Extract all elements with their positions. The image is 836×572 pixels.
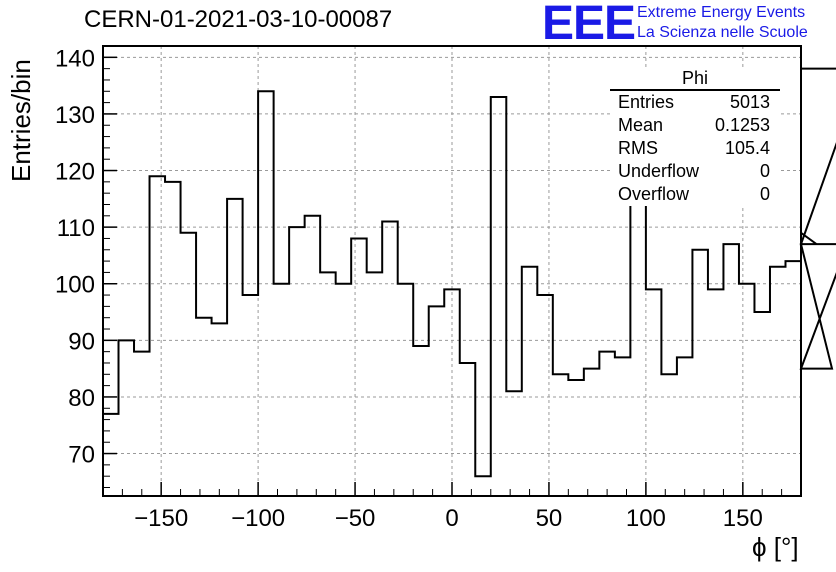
y-tick-label: 140: [55, 45, 95, 72]
stats-row: Underflow 0: [610, 160, 780, 183]
y-tick-label: 110: [57, 215, 95, 242]
stats-value: 0: [759, 161, 770, 181]
stats-value: 0: [759, 184, 770, 204]
x-axis-label: ϕ [°]: [752, 532, 799, 562]
y-tick-label: 100: [55, 272, 95, 299]
histogram-step-line: [103, 67, 836, 478]
stats-row: Entries 5013: [610, 91, 780, 114]
stats-value: 5013: [729, 92, 770, 112]
y-tick-label: 130: [55, 102, 95, 129]
y-tick-labels: 70 80 90 100 110 120 130 140: [55, 45, 95, 468]
stats-label: Overflow: [618, 184, 690, 204]
eee-logo-line2: La Scienza nelle Scuole: [637, 24, 808, 41]
chart-title: CERN-01-2021-03-10-00087: [84, 6, 393, 33]
y-tick-label: 80: [68, 385, 95, 412]
stats-label: Mean: [618, 115, 664, 135]
x-tick-label: 100: [626, 505, 666, 532]
y-axis-label-text: Entries/bin: [6, 59, 36, 182]
y-tick-label: 90: [68, 328, 95, 355]
x-tick-labels: −150 −100 −50 0 50 100 150: [134, 505, 763, 532]
y-tick-label: 120: [55, 159, 95, 186]
stats-label: Underflow: [618, 161, 700, 181]
stats-value: 0.1253: [714, 115, 770, 135]
stats-row: RMS 105.4: [610, 137, 780, 160]
y-tick-label: 70: [68, 442, 95, 469]
x-tick-label: 50: [536, 505, 563, 532]
stats-row: Overflow 0: [610, 183, 780, 206]
x-tick-label: −100: [231, 505, 285, 532]
eee-logo-text: Extreme Energy Events La Scienza nelle S…: [637, 3, 808, 43]
stats-box: Phi Entries 5013 Mean 0.1253 RMS 105.4 Unde…: [610, 68, 780, 206]
stats-label: Entries: [618, 92, 675, 112]
stats-box-title: Phi: [610, 68, 780, 91]
stats-value: 105.4: [724, 138, 770, 158]
eee-logo: EEE: [542, 0, 636, 50]
stats-label: RMS: [618, 138, 658, 158]
x-tick-label: −50: [335, 505, 376, 532]
stats-row: Mean 0.1253: [610, 114, 780, 137]
x-tick-label: −150: [134, 505, 188, 532]
eee-logo-line1: Extreme Energy Events: [637, 4, 806, 21]
x-tick-label: 150: [723, 505, 763, 532]
axis-ticks: [103, 45, 783, 496]
x-tick-label: 0: [445, 505, 458, 532]
